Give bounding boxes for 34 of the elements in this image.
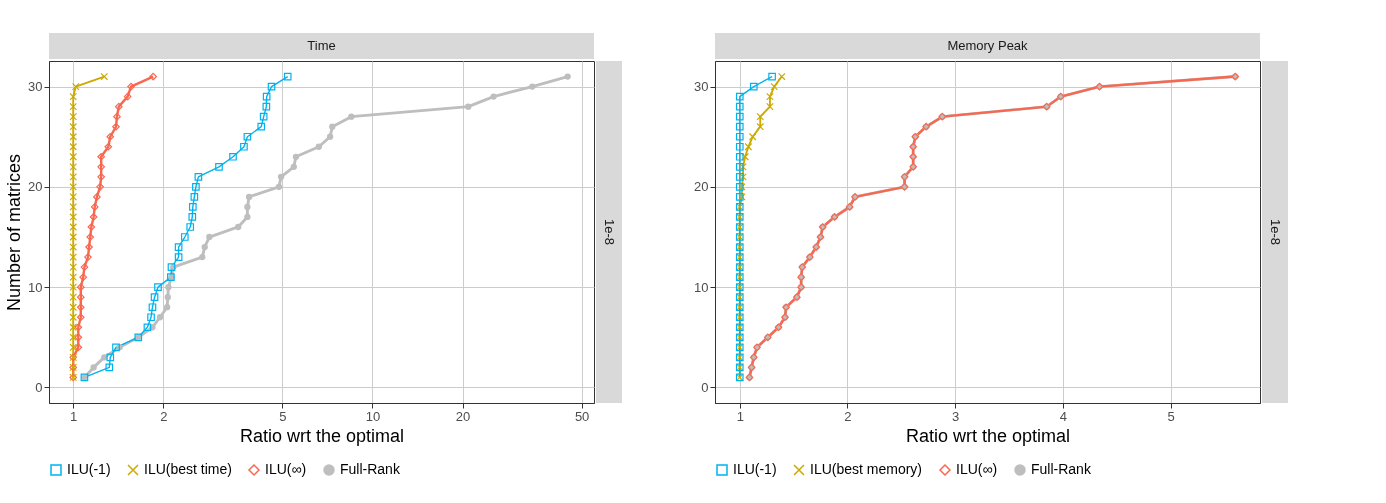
x-tick-label: 4 <box>1059 408 1068 424</box>
y-tick-label: 20 <box>694 179 709 195</box>
x-axis-title: Ratio wrt the optimal <box>905 425 1071 446</box>
x-tick-label: 5 <box>279 408 287 424</box>
chart-title: Memory Peak <box>947 38 1029 53</box>
x-tick-label: 3 <box>952 408 960 424</box>
y-tick-label: 30 <box>694 79 709 95</box>
legend-label: Full-Rank <box>340 461 401 477</box>
legend-label: ILU(-1) <box>733 461 777 477</box>
legend-label: ILU(best memory) <box>810 461 923 477</box>
y-tick-label: 0 <box>701 379 709 395</box>
x-axis-title: Ratio wrt the optimal <box>239 425 405 446</box>
legend-label: Full-Rank <box>1031 461 1092 477</box>
x-tick-label: 1 <box>70 408 78 424</box>
x-tick-label: 1 <box>736 408 744 424</box>
text: 1e-8 <box>602 218 617 246</box>
legend-label: ILU(∞) <box>956 461 998 477</box>
y-tick-label: 10 <box>694 279 709 295</box>
text: 1e-8 <box>1268 218 1283 246</box>
y-axis-title: Number of matrices <box>4 153 25 312</box>
x-tick-label: 2 <box>844 408 852 424</box>
x-tick-label: 2 <box>160 408 168 424</box>
y-tick-label: 0 <box>35 379 43 395</box>
legend-label: ILU(best time) <box>144 461 232 477</box>
legend-label: ILU(-1) <box>67 461 111 477</box>
y-tick-label: 20 <box>28 179 43 195</box>
y-tick-label: 30 <box>28 79 43 95</box>
y-tick-label: 10 <box>28 279 43 295</box>
x-tick-label: 20 <box>455 408 471 424</box>
chart-title: Time <box>307 38 336 53</box>
legend-label: ILU(∞) <box>265 461 307 477</box>
x-tick-label: 5 <box>1167 408 1175 424</box>
x-tick-label: 50 <box>574 408 590 424</box>
x-tick-label: 10 <box>365 408 381 424</box>
